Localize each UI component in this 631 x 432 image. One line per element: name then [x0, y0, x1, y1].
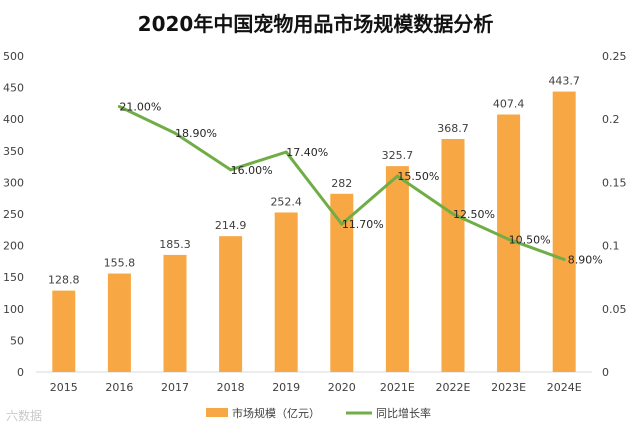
- legend-bar-label: 市场规模（亿元）: [232, 406, 320, 420]
- y-right-tick-label: 0.15: [602, 176, 627, 189]
- y-left-tick-label: 150: [3, 271, 24, 284]
- x-tick-label: 2020: [328, 381, 356, 394]
- y-left-tick-label: 50: [10, 334, 24, 347]
- x-tick-label: 2021E: [380, 381, 415, 394]
- bar: [330, 193, 354, 372]
- bar-value-label: 252.4: [270, 195, 302, 208]
- legend-line-label: 同比增长率: [376, 406, 431, 420]
- bar-value-label: 282: [331, 177, 352, 190]
- bar-value-label: 407.4: [493, 98, 525, 111]
- bar: [163, 254, 187, 372]
- x-tick-label: 2022E: [436, 381, 471, 394]
- bar: [219, 236, 243, 372]
- y-left-tick-label: 250: [3, 208, 24, 221]
- growth-rate-label: 8.90%: [568, 254, 603, 267]
- x-tick-label: 2015: [50, 381, 78, 394]
- bar: [107, 273, 131, 372]
- x-tick-label: 2017: [161, 381, 189, 394]
- growth-rate-label: 12.50%: [453, 208, 495, 221]
- bar: [52, 290, 76, 372]
- bar-value-label: 155.8: [104, 257, 136, 270]
- growth-rate-label: 11.70%: [342, 218, 384, 231]
- bar-value-label: 214.9: [215, 219, 247, 232]
- growth-rate-point: [229, 168, 233, 172]
- bar: [552, 91, 576, 372]
- y-left-tick-label: 300: [3, 176, 24, 189]
- y-left-tick-label: 200: [3, 240, 24, 253]
- growth-rate-label: 21.00%: [119, 101, 161, 114]
- bar: [385, 166, 409, 372]
- bar-value-label: 368.7: [437, 122, 469, 135]
- x-tick-label: 2019: [272, 381, 300, 394]
- growth-rate-label: 15.50%: [397, 170, 439, 183]
- growth-rate-label: 10.50%: [509, 233, 551, 246]
- y-left-tick-label: 400: [3, 113, 24, 126]
- bar: [441, 138, 465, 372]
- growth-rate-point: [284, 150, 288, 154]
- x-tick-label: 2018: [217, 381, 245, 394]
- y-left-tick-label: 500: [3, 50, 24, 63]
- x-tick-label: 2024E: [547, 381, 582, 394]
- growth-rate-point: [507, 237, 511, 241]
- watermark-text: 六数据: [6, 409, 43, 423]
- growth-rate-label: 17.40%: [286, 146, 328, 159]
- legend-bar-swatch: [206, 408, 228, 417]
- y-left-tick-label: 100: [3, 303, 24, 316]
- bar-value-label: 128.8: [48, 274, 80, 287]
- growth-rate-point: [117, 105, 121, 109]
- growth-rate-label: 18.90%: [175, 127, 217, 140]
- growth-rate-point: [451, 212, 455, 216]
- x-tick-label: 2023E: [491, 381, 526, 394]
- growth-rate-point: [340, 222, 344, 226]
- bar-value-label: 325.7: [382, 149, 414, 162]
- bar-value-label: 185.3: [159, 238, 191, 251]
- y-right-tick-label: 0.2: [602, 113, 620, 126]
- y-right-tick-label: 0.05: [602, 303, 627, 316]
- bar: [497, 114, 521, 373]
- growth-rate-point: [395, 174, 399, 178]
- chart-title: 2020年中国宠物用品市场规模数据分析: [137, 12, 494, 36]
- growth-rate-point: [562, 258, 566, 262]
- y-left-tick-label: 0: [17, 366, 24, 379]
- x-tick-label: 2016: [105, 381, 133, 394]
- growth-rate-label: 16.00%: [231, 164, 273, 177]
- y-right-tick-label: 0.1: [602, 240, 620, 253]
- y-left-tick-label: 350: [3, 145, 24, 158]
- bar-value-label: 443.7: [548, 75, 580, 88]
- y-right-tick-label: 0: [602, 366, 609, 379]
- bar: [274, 212, 298, 372]
- y-right-tick-label: 0.25: [602, 50, 627, 63]
- y-left-tick-label: 450: [3, 82, 24, 95]
- growth-rate-point: [173, 131, 177, 135]
